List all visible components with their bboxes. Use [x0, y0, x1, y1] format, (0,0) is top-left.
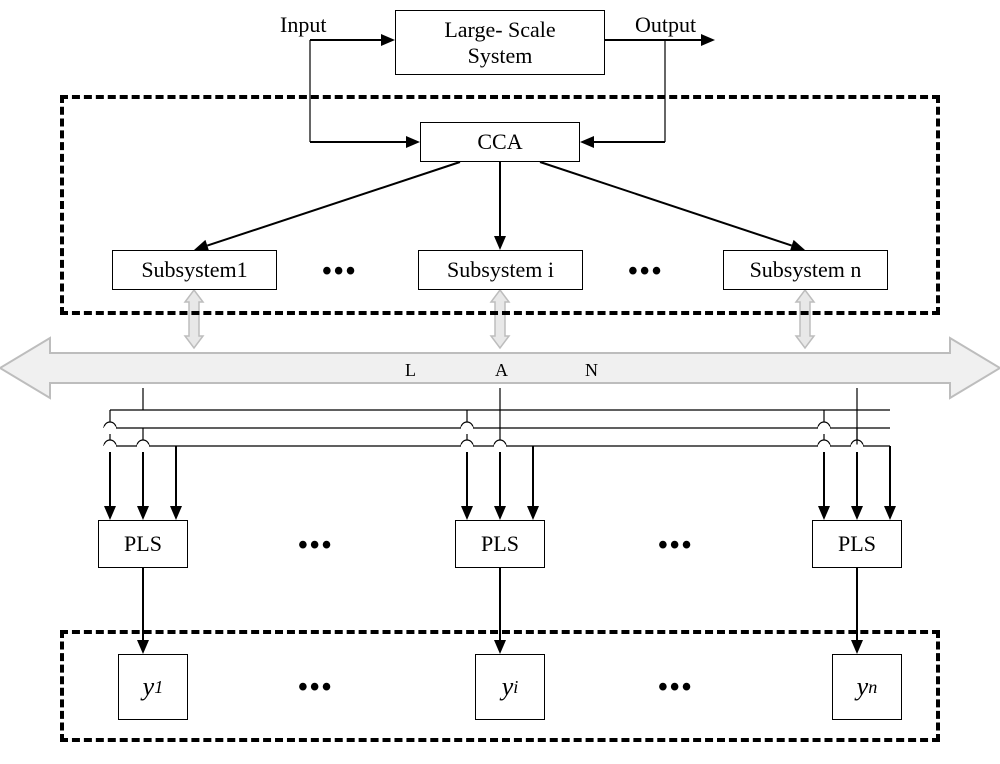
box-yn: yn [832, 654, 902, 720]
box-yi: yi [475, 654, 545, 720]
label-input: Input [280, 12, 326, 38]
box-sub1: Subsystem1 [112, 250, 277, 290]
dots-4: ••• [298, 672, 333, 704]
dots-5: ••• [658, 672, 693, 704]
label-lanA: A [495, 360, 508, 381]
box-subn: Subsystem n [723, 250, 888, 290]
label-lanN: N [585, 360, 598, 381]
label-lanL: L [405, 360, 416, 381]
dots-2: ••• [298, 530, 333, 562]
dots-0: ••• [322, 256, 357, 288]
label-output: Output [635, 12, 696, 38]
box-large: Large- ScaleSystem [395, 10, 605, 75]
box-subi: Subsystem i [418, 250, 583, 290]
box-y1: y1 [118, 654, 188, 720]
box-plsn: PLS [812, 520, 902, 568]
box-cca: CCA [420, 122, 580, 162]
dots-1: ••• [628, 256, 663, 288]
box-pls1: PLS [98, 520, 188, 568]
dots-3: ••• [658, 530, 693, 562]
box-plsi: PLS [455, 520, 545, 568]
